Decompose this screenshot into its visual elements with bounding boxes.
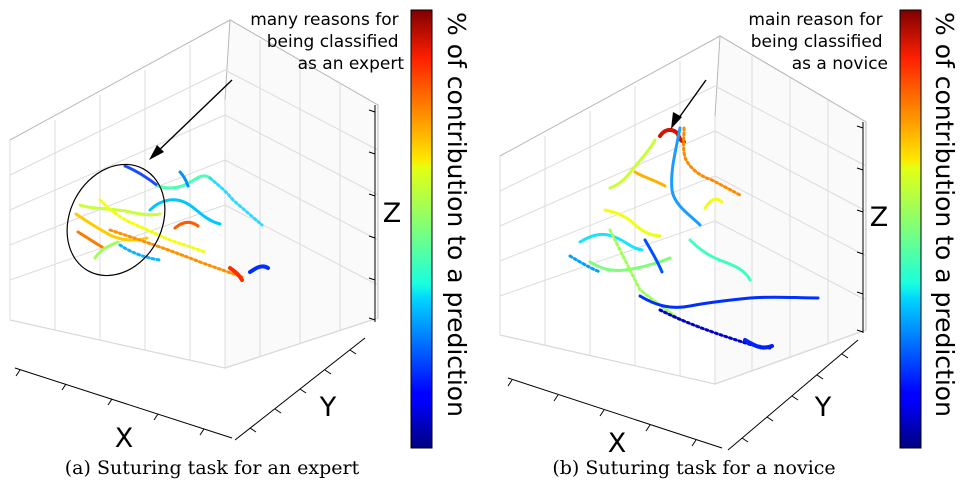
chart-a-y-ticks — [249, 349, 357, 433]
chart-a-trajectory-segment — [228, 266, 244, 282]
chart-a-trajectory-segment — [108, 228, 244, 279]
chart-a-axes — [14, 105, 376, 441]
chart-b-axes — [507, 122, 864, 451]
chart-b-x-ticks — [507, 379, 697, 447]
chart-a-annotation: many reasons for being classified as an … — [250, 10, 404, 74]
chart-b-trajectory-segment — [682, 126, 742, 197]
chart-b-annotation: main reason for being classified as a no… — [748, 10, 888, 74]
chart-a-trajectory-segment — [74, 212, 149, 242]
chart-b-trajectory-segment — [658, 127, 686, 144]
chart-b-grid — [499, 56, 867, 384]
chart-a-trajectory-segment — [76, 230, 104, 249]
chart-b-x-label: X — [608, 428, 627, 459]
chart-b-trajectory-segment — [608, 138, 657, 190]
chart-a-x-ticks — [15, 369, 205, 436]
chart-a-trajectory-segment — [178, 170, 190, 188]
chart-a-colorbar — [410, 9, 433, 449]
chart-a-z-label: Z — [383, 198, 402, 229]
chart-b-trajectory-segment — [670, 126, 702, 227]
chart-a-y-label: Y — [319, 392, 337, 423]
chart-a-annotation-arrow — [153, 79, 233, 156]
chart-b-colorbar — [899, 9, 922, 449]
chart-b-colorbar-label: % of contribution to a prediction — [930, 12, 959, 417]
chart-a-trajectory-segment — [78, 203, 162, 217]
chart-b-annotation-arrow — [675, 79, 707, 123]
chart-b-annotation-arrowhead — [671, 112, 682, 129]
chart-b-z-label: Z — [870, 202, 889, 233]
chart-b-trajectory-segment — [688, 238, 752, 282]
chart-a-caption: (a) Suturing task for an expert — [65, 457, 360, 479]
chart-b-y-ticks — [741, 353, 849, 443]
chart-b: X Y Z main reason for being classified — [499, 9, 959, 479]
chart-b-trajectory-segment — [568, 254, 602, 274]
chart-b-trajectory-segment — [638, 294, 820, 309]
chart-a-annotation-arrowhead — [149, 145, 164, 160]
chart-a-x-label: X — [115, 423, 134, 454]
chart-b-trajectory-segment — [703, 197, 724, 210]
chart-a: X Y Z many reasons for being clas — [9, 9, 471, 479]
chart-a-trajectory-segment — [156, 174, 212, 190]
chart-a-trajectory-segment — [98, 198, 207, 254]
chart-b-y-label: Y — [814, 392, 832, 423]
chart-b-z-ticks — [856, 125, 864, 333]
chart-b-trajectory-segment — [633, 170, 667, 188]
chart-a-colorbar-label: % of contribution to a prediction — [442, 12, 471, 417]
chart-a-trajectory-segment — [118, 243, 162, 262]
chart-a-z-ticks — [368, 109, 376, 321]
chart-a-trajectory-segment — [123, 164, 160, 188]
chart-b-trajectory-segment — [608, 228, 682, 322]
chart-a-trajectory-segment — [148, 198, 222, 226]
chart-b-caption: (b) Suturing task for a novice — [552, 457, 835, 479]
chart-b-trajectory-segment — [743, 338, 774, 350]
chart-a-trajectory-segment — [208, 176, 264, 227]
chart-a-trajectory — [74, 164, 270, 282]
chart-b-trajectory-segment — [643, 238, 664, 274]
chart-a-grid — [9, 40, 379, 368]
chart-a-annotation-ellipse — [66, 163, 166, 277]
chart-b-trajectory-segment — [603, 208, 662, 238]
chart-a-trajectory-segment — [93, 240, 120, 260]
chart-b-trajectory — [568, 126, 820, 350]
chart-a-trajectory-segment — [173, 220, 200, 230]
chart-a-trajectory-segment — [248, 264, 270, 274]
